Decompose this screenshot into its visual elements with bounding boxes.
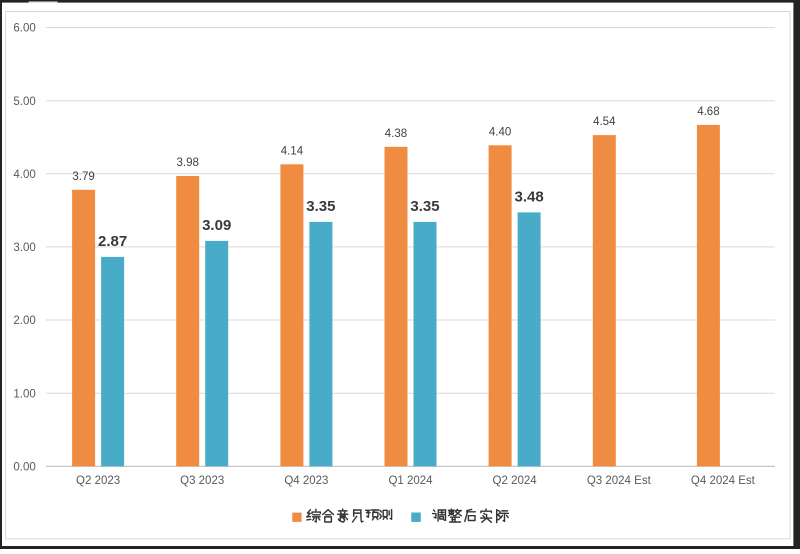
svg-text:4.54: 4.54: [593, 116, 616, 128]
svg-text:3.09: 3.09: [202, 217, 231, 234]
svg-text:Q2 2023: Q2 2023: [76, 475, 120, 487]
svg-text:3.98: 3.98: [177, 157, 199, 169]
svg-text:6.00: 6.00: [13, 23, 35, 35]
svg-text:3.00: 3.00: [13, 242, 35, 254]
svg-text:3.35: 3.35: [306, 198, 335, 215]
svg-text:Q1 2024: Q1 2024: [388, 475, 433, 487]
svg-text:Q2 2024: Q2 2024: [493, 475, 538, 487]
svg-text:1.00: 1.00: [13, 388, 35, 400]
svg-text:Q3 2024 Est: Q3 2024 Est: [587, 475, 652, 487]
svg-text:3.35: 3.35: [410, 198, 439, 215]
svg-text:3.48: 3.48: [514, 188, 543, 205]
svg-text:3.79: 3.79: [72, 171, 94, 183]
svg-text:4.68: 4.68: [697, 106, 719, 118]
svg-text:4.00: 4.00: [13, 169, 35, 181]
svg-text:Q3 2023: Q3 2023: [180, 475, 224, 487]
svg-text:Q4 2023: Q4 2023: [284, 475, 328, 487]
svg-text:2.00: 2.00: [13, 315, 35, 327]
svg-text:5.00: 5.00: [13, 96, 35, 108]
svg-text:2.87: 2.87: [98, 233, 127, 250]
svg-text:0.00: 0.00: [13, 462, 35, 474]
svg-text:4.38: 4.38: [385, 128, 407, 140]
svg-text:4.40: 4.40: [489, 126, 511, 138]
svg-text:Q4 2024 Est: Q4 2024 Est: [691, 475, 756, 487]
svg-text:4.14: 4.14: [281, 145, 304, 157]
